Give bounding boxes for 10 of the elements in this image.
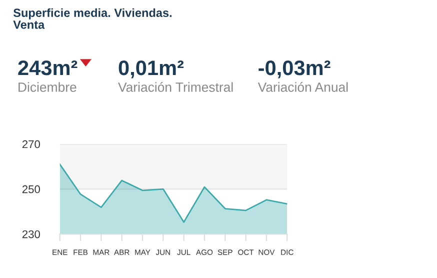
y-tick-label: 230 — [22, 230, 40, 238]
text: 0,01m² — [118, 60, 184, 78]
text: Variación Anual — [258, 82, 348, 92]
text: 243m² — [18, 60, 78, 76]
text: -0,03m² — [258, 60, 330, 78]
text: Variación Trimestral — [118, 82, 233, 92]
chart-title: Superficie media. Viviendas. Venta — [13, 8, 172, 29]
y-tick-label: 270 — [22, 140, 40, 148]
text: Diciembre — [18, 82, 76, 92]
y-tick-label: 250 — [22, 185, 40, 194]
